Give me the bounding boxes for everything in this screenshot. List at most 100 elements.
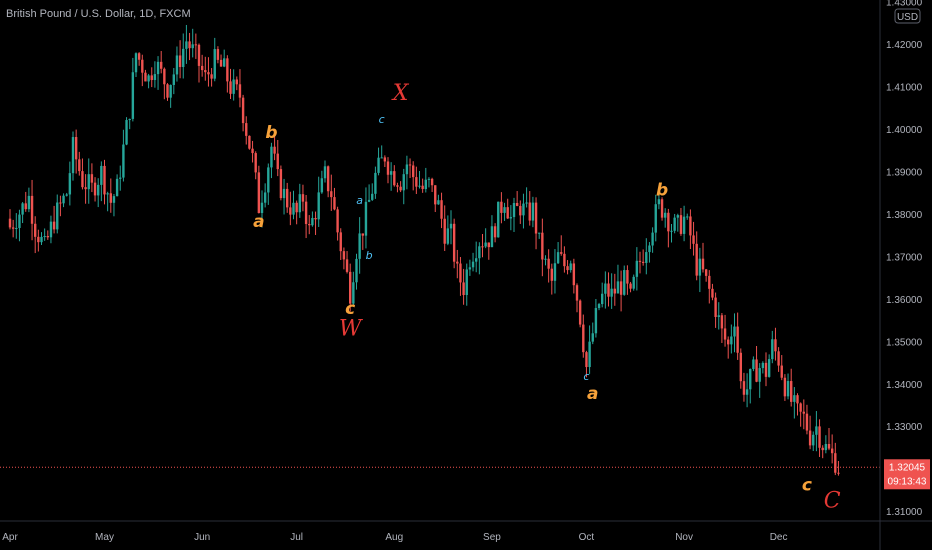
y-tick-label: 1.36000: [886, 295, 923, 306]
candle: [591, 322, 594, 345]
candle: [314, 211, 317, 235]
candle: [260, 190, 264, 228]
candle: [383, 155, 387, 168]
candle: [349, 263, 352, 312]
time-axis: Apr May Jun Jul Aug Sep Oct Nov Dec: [2, 532, 787, 543]
candle: [364, 187, 368, 249]
candle: [689, 209, 692, 250]
candle: [223, 49, 226, 68]
candle: [317, 176, 320, 227]
candle: [355, 253, 358, 290]
candle: [166, 83, 169, 101]
candle: [443, 205, 446, 252]
candle: [427, 177, 431, 188]
candle: [15, 213, 18, 239]
candle: [512, 197, 516, 233]
candle: [68, 161, 72, 206]
candle: [641, 249, 645, 266]
candle: [585, 350, 588, 378]
candle: [103, 159, 106, 205]
candle: [575, 283, 579, 313]
candle: [24, 191, 27, 212]
candle: [43, 228, 46, 241]
candle: [304, 195, 308, 239]
candle: [367, 184, 371, 203]
candle: [802, 399, 805, 430]
candle: [783, 374, 787, 401]
candle: [131, 57, 135, 122]
candle: [185, 24, 188, 64]
candle: [241, 94, 245, 132]
x-tick-label: Apr: [2, 532, 18, 543]
candle: [178, 40, 182, 79]
wave-label: b: [366, 249, 373, 262]
candle: [418, 171, 421, 189]
candle: [613, 273, 616, 306]
candle: [563, 246, 566, 273]
candle: [745, 373, 749, 408]
candle: [493, 223, 497, 243]
candle: [525, 187, 528, 208]
candle: [720, 312, 724, 343]
candle: [254, 151, 257, 180]
y-tick-label: 1.39000: [886, 167, 923, 178]
candle: [169, 84, 172, 108]
wave-label: b: [265, 123, 277, 143]
price-axis: 1.310001.320001.330001.340001.350001.360…: [886, 0, 923, 518]
x-tick-label: Oct: [579, 532, 595, 543]
wave-label: a: [587, 384, 598, 404]
candle: [163, 67, 166, 100]
candle: [150, 67, 153, 88]
wave-label: c: [379, 113, 385, 126]
candle: [93, 177, 97, 202]
candle: [522, 193, 525, 229]
candle: [380, 145, 383, 159]
candle: [780, 355, 783, 381]
candle: [660, 197, 664, 221]
candle: [52, 205, 56, 234]
candle: [147, 73, 150, 89]
candle: [232, 69, 235, 101]
wave-label: c: [802, 475, 812, 495]
candle: [682, 205, 686, 242]
candle: [767, 354, 771, 378]
candle: [704, 268, 708, 282]
candle: [301, 184, 305, 212]
candle: [638, 251, 642, 274]
candle: [490, 215, 494, 248]
candle: [742, 372, 746, 402]
candle: [623, 265, 626, 296]
candle: [544, 255, 547, 266]
candle: [204, 56, 207, 81]
currency-badge[interactable]: USD: [894, 8, 921, 24]
candle: [172, 68, 175, 95]
candle: [727, 336, 730, 359]
candle: [610, 273, 613, 309]
candle: [739, 348, 742, 389]
candle: [708, 270, 711, 304]
candle: [509, 205, 513, 231]
candle: [87, 158, 90, 204]
y-tick-label: 1.35000: [886, 337, 923, 348]
candle: [267, 163, 270, 205]
candle: [714, 292, 717, 328]
candle: [812, 431, 815, 452]
candle: [733, 313, 736, 353]
candle: [651, 227, 654, 253]
candle: [673, 213, 676, 234]
wave-label: X: [391, 81, 410, 106]
candle: [100, 161, 103, 202]
candle: [553, 249, 557, 294]
candle: [8, 209, 12, 230]
candle: [188, 32, 191, 61]
candle: [468, 259, 472, 276]
candle: [582, 314, 585, 358]
candle: [90, 163, 94, 193]
candle: [818, 419, 821, 457]
candle: [635, 247, 639, 291]
candle: [827, 428, 831, 451]
candle: [830, 434, 834, 464]
candle: [424, 167, 427, 193]
candle: [27, 187, 31, 213]
